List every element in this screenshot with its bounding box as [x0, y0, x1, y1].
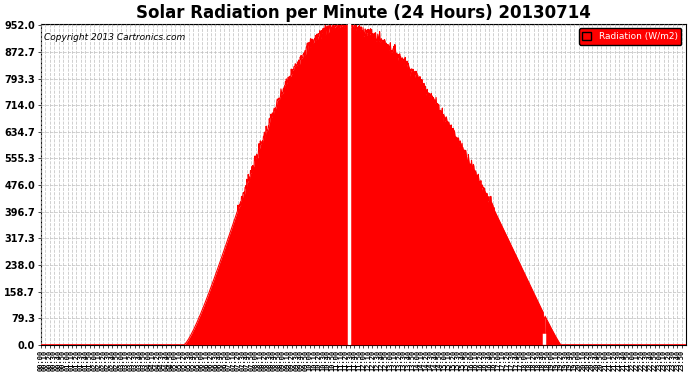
Legend: Radiation (W/m2): Radiation (W/m2) [579, 28, 681, 45]
Text: Copyright 2013 Cartronics.com: Copyright 2013 Cartronics.com [44, 33, 185, 42]
Title: Solar Radiation per Minute (24 Hours) 20130714: Solar Radiation per Minute (24 Hours) 20… [136, 4, 591, 22]
